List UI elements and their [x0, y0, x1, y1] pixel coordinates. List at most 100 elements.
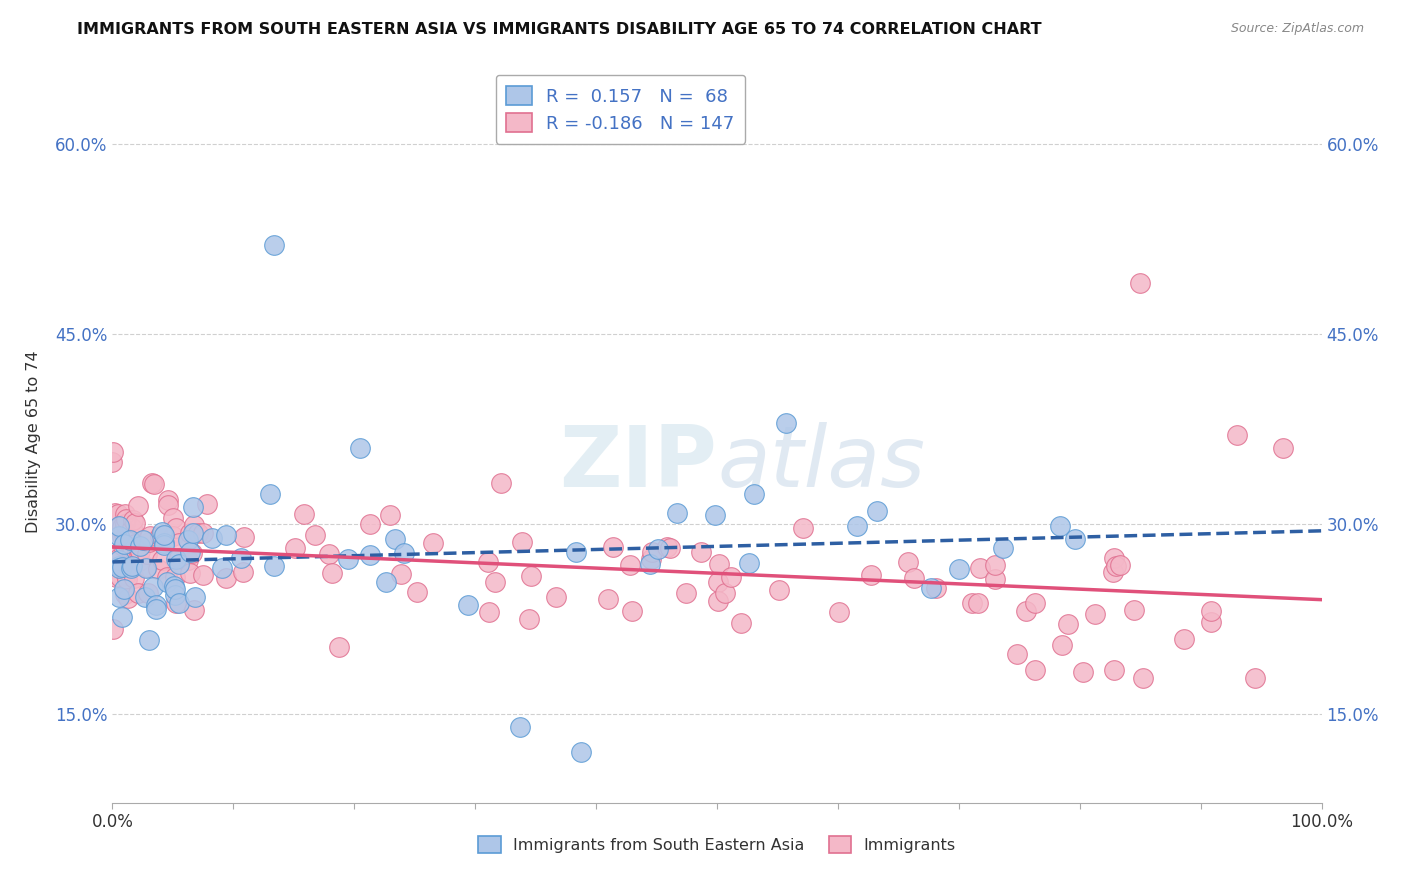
Point [114, 561, 136, 575]
Point [544, 590, 567, 604]
Point [177, 533, 200, 547]
Point [991, 541, 1014, 555]
Point [768, 583, 790, 598]
Point [152, 553, 174, 567]
Point [128, 554, 150, 568]
Point [120, 561, 142, 575]
Point [666, 506, 689, 520]
Y-axis label: Disability Age 65 to 74: Disability Age 65 to 74 [27, 351, 41, 533]
Point [1226, 428, 1249, 442]
Point [359, 517, 381, 532]
Point [292, 508, 315, 522]
Point [121, 553, 143, 567]
Point [112, 525, 135, 540]
Point [114, 587, 136, 601]
Point [259, 487, 281, 501]
Point [730, 616, 752, 631]
Point [153, 528, 176, 542]
Point [107, 529, 129, 543]
Point [508, 720, 530, 734]
Point [519, 569, 541, 583]
Point [117, 591, 139, 606]
Point [169, 551, 191, 566]
Point [984, 572, 1007, 586]
Point [121, 513, 143, 527]
Point [103, 565, 125, 579]
Point [134, 591, 156, 605]
Text: IMMIGRANTS FROM SOUTH EASTERN ASIA VS IMMIGRANTS DISABILITY AGE 65 TO 74 CORRELA: IMMIGRANTS FROM SOUTH EASTERN ASIA VS IM… [77, 22, 1042, 37]
Point [707, 557, 730, 571]
Point [152, 536, 174, 550]
Point [1102, 565, 1125, 579]
Point [162, 529, 184, 543]
Point [1102, 551, 1125, 566]
Point [602, 540, 624, 554]
Point [647, 542, 669, 557]
Point [966, 596, 988, 610]
Point [127, 585, 149, 599]
Point [179, 544, 201, 558]
Point [318, 547, 340, 561]
Point [111, 560, 134, 574]
Point [103, 555, 125, 569]
Point [641, 545, 664, 559]
Point [195, 497, 218, 511]
Point [233, 530, 256, 544]
Point [621, 604, 644, 618]
Point [104, 507, 127, 521]
Point [121, 556, 143, 570]
Point [122, 571, 145, 585]
Point [107, 591, 129, 605]
Point [129, 539, 152, 553]
Point [1199, 615, 1222, 629]
Point [167, 558, 190, 572]
Point [136, 547, 159, 561]
Point [903, 571, 925, 585]
Point [107, 561, 129, 575]
Point [184, 590, 207, 604]
Point [115, 573, 138, 587]
Point [422, 536, 444, 550]
Point [101, 455, 124, 469]
Point [166, 521, 188, 535]
Point [389, 566, 412, 581]
Point [108, 550, 131, 565]
Point [659, 541, 682, 555]
Point [111, 529, 134, 543]
Point [124, 537, 146, 551]
Point [1084, 607, 1107, 621]
Point [925, 582, 948, 596]
Point [135, 561, 157, 575]
Point [163, 588, 186, 602]
Point [128, 541, 150, 556]
Point [149, 528, 172, 542]
Point [860, 567, 883, 582]
Point [742, 487, 765, 501]
Point [187, 526, 209, 541]
Point [920, 581, 942, 595]
Point [564, 545, 586, 559]
Point [108, 544, 131, 558]
Point [107, 553, 129, 567]
Point [177, 553, 200, 567]
Point [162, 579, 184, 593]
Point [1071, 665, 1094, 680]
Point [738, 557, 761, 571]
Point [101, 560, 124, 574]
Point [866, 503, 889, 517]
Point [162, 511, 184, 525]
Point [111, 519, 134, 533]
Text: atlas: atlas [717, 422, 925, 505]
Point [775, 416, 797, 430]
Text: ZIP: ZIP [560, 422, 717, 505]
Point [107, 519, 129, 533]
Point [136, 586, 159, 600]
Point [1173, 632, 1195, 646]
Point [1015, 604, 1038, 618]
Point [191, 526, 214, 541]
Point [1108, 558, 1130, 572]
Point [169, 535, 191, 549]
Point [571, 745, 593, 759]
Point [720, 570, 742, 584]
Point [179, 526, 201, 541]
